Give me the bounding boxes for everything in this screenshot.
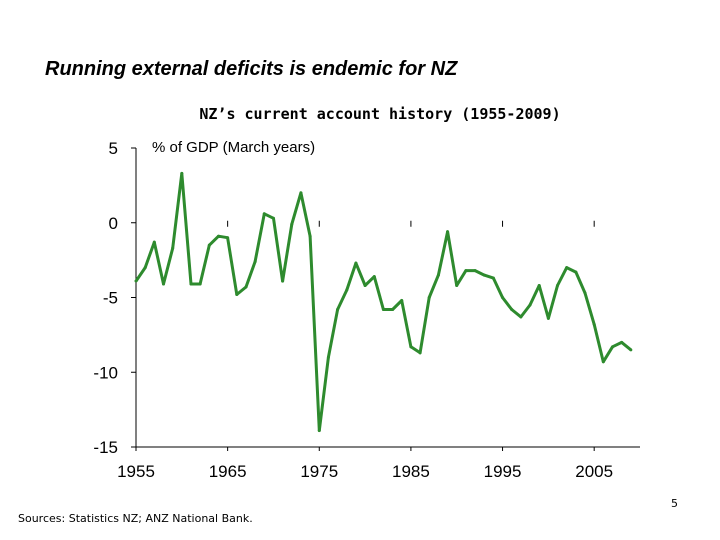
data-point bbox=[491, 276, 495, 280]
data-point bbox=[235, 293, 239, 297]
data-point bbox=[244, 285, 248, 289]
y-tick-label: -5 bbox=[103, 289, 118, 308]
chart-title: NZ’s current account history (1955-2009) bbox=[199, 105, 561, 123]
data-point bbox=[436, 273, 440, 277]
data-point bbox=[363, 284, 367, 288]
x-tick-label: 1955 bbox=[117, 462, 155, 481]
page-number: 5 bbox=[671, 497, 678, 510]
data-point bbox=[290, 222, 294, 226]
data-point bbox=[519, 315, 523, 319]
data-point bbox=[427, 296, 431, 299]
data-point bbox=[629, 348, 633, 352]
data-point bbox=[409, 345, 413, 349]
data-point bbox=[299, 191, 303, 195]
data-point bbox=[583, 291, 587, 295]
data-point bbox=[207, 243, 211, 247]
data-point bbox=[372, 275, 376, 279]
y-tick-label: -15 bbox=[93, 438, 118, 457]
data-point bbox=[143, 266, 147, 270]
chart-ticks bbox=[131, 147, 595, 451]
x-tick-label: 1965 bbox=[209, 462, 247, 481]
data-point bbox=[528, 303, 532, 307]
data-point bbox=[482, 273, 486, 277]
data-point bbox=[271, 216, 275, 220]
data-point bbox=[189, 282, 193, 286]
sources-note: Sources: Statistics NZ; ANZ National Ban… bbox=[18, 512, 253, 525]
x-tick-label: 1995 bbox=[484, 462, 522, 481]
data-point bbox=[134, 279, 138, 283]
data-point bbox=[446, 230, 450, 234]
x-tick-label: 1975 bbox=[300, 462, 338, 481]
data-point bbox=[473, 269, 477, 273]
data-point bbox=[455, 284, 459, 288]
data-point bbox=[226, 236, 230, 240]
x-tick-label: 1985 bbox=[392, 462, 430, 481]
y-tick-label: 5 bbox=[109, 139, 118, 158]
chart-points bbox=[134, 171, 633, 433]
data-point bbox=[565, 266, 569, 270]
data-point bbox=[317, 429, 321, 433]
data-point bbox=[326, 355, 330, 359]
data-point bbox=[510, 307, 514, 311]
data-point bbox=[418, 351, 422, 355]
data-point bbox=[354, 261, 358, 265]
data-point bbox=[537, 284, 541, 288]
series-line bbox=[134, 171, 632, 433]
data-point bbox=[574, 270, 578, 274]
chart-axes bbox=[135, 148, 640, 448]
data-point bbox=[556, 284, 560, 288]
data-point bbox=[345, 288, 349, 292]
data-point bbox=[400, 298, 404, 302]
data-point bbox=[281, 279, 285, 283]
data-point bbox=[308, 234, 312, 238]
data-point bbox=[336, 307, 340, 311]
data-point bbox=[180, 171, 184, 175]
y-tick-label: -10 bbox=[93, 363, 118, 382]
data-point bbox=[152, 240, 156, 244]
data-point bbox=[620, 340, 624, 344]
data-point bbox=[253, 260, 257, 264]
data-point bbox=[381, 307, 385, 311]
chart-tick-labels: 5 0 -5 -10 -15 1955 1965 1975 1985 1995 2005 bbox=[93, 139, 613, 481]
data-point bbox=[464, 269, 468, 273]
data-point bbox=[171, 246, 175, 250]
data-point bbox=[262, 212, 266, 216]
data-point bbox=[546, 316, 550, 320]
data-point bbox=[611, 345, 615, 349]
data-point bbox=[601, 360, 605, 364]
slide-title: Running external deficits is endemic for… bbox=[45, 58, 458, 80]
data-point bbox=[501, 296, 505, 299]
y-axis-label: % of GDP (March years) bbox=[152, 139, 315, 156]
data-point bbox=[198, 282, 202, 286]
data-point bbox=[391, 307, 395, 311]
data-point bbox=[216, 234, 220, 238]
data-point bbox=[592, 322, 596, 326]
x-tick-label: 2005 bbox=[575, 462, 613, 481]
y-tick-label: 0 bbox=[109, 214, 118, 233]
data-point bbox=[161, 282, 165, 286]
